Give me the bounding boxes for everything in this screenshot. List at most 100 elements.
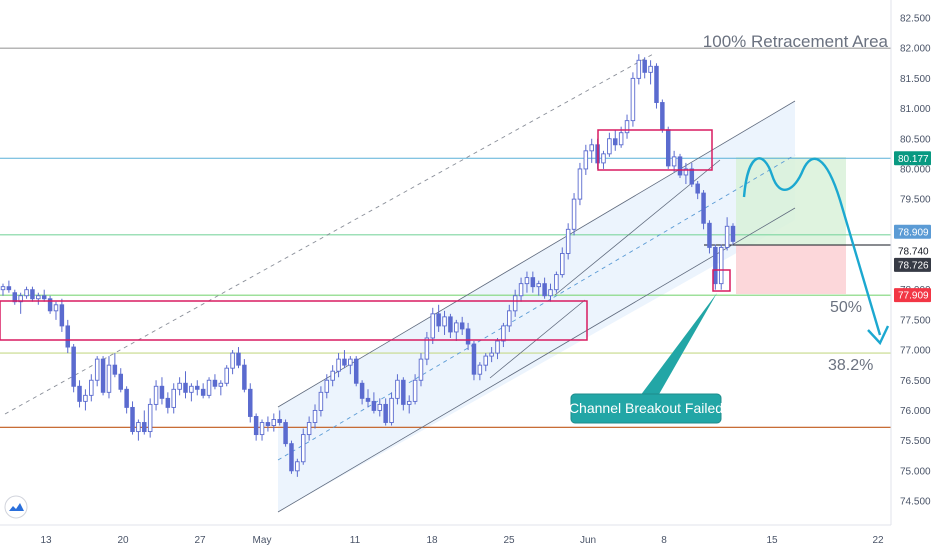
candle [577, 162, 583, 206]
candle-body [395, 379, 400, 399]
candle [171, 383, 176, 414]
candle [530, 271, 536, 293]
price-label-bg [894, 224, 931, 239]
candle-body [607, 138, 612, 155]
candle-body [230, 352, 235, 369]
candle [165, 392, 171, 414]
candle [483, 353, 488, 372]
candle-body [47, 298, 53, 312]
outer-dashed-trendline [4, 52, 656, 415]
callout[interactable]: Channel Breakout Failed [569, 293, 723, 424]
candle-body [53, 304, 59, 312]
callout-pointer [640, 293, 717, 396]
candle-body [283, 422, 288, 445]
price-label-bg [894, 151, 931, 166]
candle [718, 244, 724, 290]
minor-channel-lower [489, 299, 586, 379]
tradingview-logo-icon[interactable] [4, 495, 28, 519]
candle-body [295, 461, 300, 472]
candle-body [454, 322, 459, 333]
candle [724, 217, 730, 251]
candle-body [306, 422, 312, 436]
fib-38-label: 38.2% [828, 357, 873, 374]
candle-body [259, 422, 265, 436]
x-tick-label: 11 [350, 535, 361, 546]
resistance-zone-box [597, 129, 713, 171]
candle [454, 319, 459, 342]
candle-body [147, 403, 153, 433]
candle-body [577, 168, 583, 200]
candle [147, 398, 153, 438]
candle-body [489, 352, 494, 357]
x-axis-ticks[interactable]: 13 20 27 May 11 18 25 Jun 8 15 22 [40, 535, 884, 546]
candle-body [348, 358, 353, 366]
candle [47, 295, 53, 314]
candle-body [436, 313, 441, 327]
price-label-text: 78.726 [898, 260, 929, 271]
candle-body [330, 370, 335, 381]
candle-body [136, 422, 141, 433]
projected-path[interactable] [742, 157, 890, 346]
candle [501, 322, 506, 348]
candle-body [124, 388, 129, 408]
candle-body [418, 358, 424, 381]
candle [94, 356, 100, 387]
candle-body [524, 277, 530, 285]
candle [348, 356, 353, 375]
price-labels: 80.177 78.909 78.740 78.726 77.909 [894, 151, 931, 303]
y-tick-label: 77.000 [900, 346, 931, 357]
candle-body [0, 286, 6, 291]
candle-body [412, 379, 418, 402]
candle [265, 416, 271, 432]
candle [436, 304, 441, 332]
candle-body [342, 358, 347, 366]
candle-body [636, 59, 642, 79]
x-tick-label: May [253, 535, 272, 546]
candle [707, 220, 712, 254]
y-tick-label: 76.000 [900, 406, 931, 417]
x-tick-label: 8 [661, 535, 667, 546]
candle [271, 413, 277, 432]
y-tick-label: 76.500 [900, 376, 931, 387]
candle-body [707, 222, 712, 248]
fib-50-label: 50% [830, 299, 862, 316]
candle-body [406, 400, 412, 405]
arrowhead-icon [867, 325, 890, 346]
candle-body [265, 422, 271, 426]
candle [89, 374, 94, 402]
candle [295, 458, 300, 477]
x-tick-label: 18 [426, 535, 438, 546]
y-tick-label: 75.500 [900, 436, 931, 447]
candle [289, 440, 294, 474]
candle-body [689, 168, 695, 185]
candle [442, 310, 447, 335]
candle-body [24, 289, 29, 297]
x-tick-label: 25 [503, 535, 515, 546]
candle [565, 223, 571, 260]
candle [660, 99, 665, 133]
candle-body [200, 388, 206, 396]
candle [353, 356, 359, 387]
candle [0, 283, 6, 296]
candle-body [324, 379, 330, 393]
candle [24, 286, 29, 299]
candle [283, 419, 288, 447]
candle [112, 353, 118, 378]
candle-body [130, 406, 135, 433]
candle [153, 380, 159, 411]
x-tick-label: 20 [117, 535, 129, 546]
candle [601, 150, 606, 169]
candle [430, 307, 436, 345]
candle-body [142, 422, 147, 433]
candle [371, 392, 377, 414]
candle [383, 398, 388, 426]
candle-body [383, 403, 388, 423]
candle-body [353, 358, 359, 384]
candle [689, 162, 695, 188]
candle [554, 271, 559, 293]
candle-body [495, 340, 500, 354]
candle [613, 129, 618, 151]
candle [518, 277, 524, 302]
y-tick-label: 74.500 [900, 497, 931, 508]
